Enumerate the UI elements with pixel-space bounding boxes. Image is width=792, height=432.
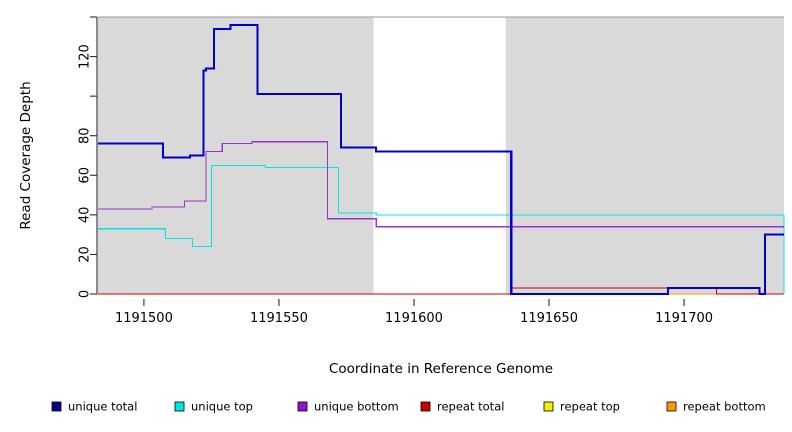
legend-swatch-3[interactable] (420, 401, 431, 412)
x-tick-label-1191550: 1191550 (250, 311, 308, 326)
legend-swatch-5[interactable] (666, 401, 677, 412)
x-tick-label-1191500: 1191500 (115, 311, 173, 326)
y-axis-title: Read Coverage Depth (18, 81, 34, 229)
y-tick-label-0: 0 (78, 290, 93, 298)
legend-swatch-0[interactable] (51, 401, 62, 412)
y-tick-label-60: 60 (78, 167, 93, 184)
x-tick-label-1191700: 1191700 (655, 311, 713, 326)
y-tick-label-20: 20 (78, 246, 93, 263)
y-tick-label-120: 120 (78, 44, 93, 69)
series-unique-top (98, 164, 785, 294)
legend-label-5: repeat bottom (683, 400, 766, 414)
legend-swatch-4[interactable] (543, 401, 554, 412)
x-tick-label-1191650: 1191650 (520, 311, 578, 326)
legend-label-2: unique bottom (314, 400, 399, 414)
series-unique-total (98, 23, 784, 296)
series-repeat-total (98, 287, 784, 295)
plot-gap-region-0 (373, 17, 506, 294)
legend-swatch-2[interactable] (297, 401, 308, 412)
y-tick-label-40: 40 (78, 207, 93, 224)
legend-swatch-1[interactable] (174, 401, 185, 412)
x-tick-label-1191600: 1191600 (385, 311, 443, 326)
legend-label-4: repeat top (560, 400, 620, 414)
legend-label-0: unique total (68, 400, 137, 414)
legend-label-1: unique top (191, 400, 253, 414)
legend-label-3: repeat total (437, 400, 504, 414)
y-tick-label-80: 80 (78, 127, 93, 144)
x-axis-title: Coordinate in Reference Genome (329, 361, 553, 377)
series-unique-bottom (98, 141, 784, 228)
